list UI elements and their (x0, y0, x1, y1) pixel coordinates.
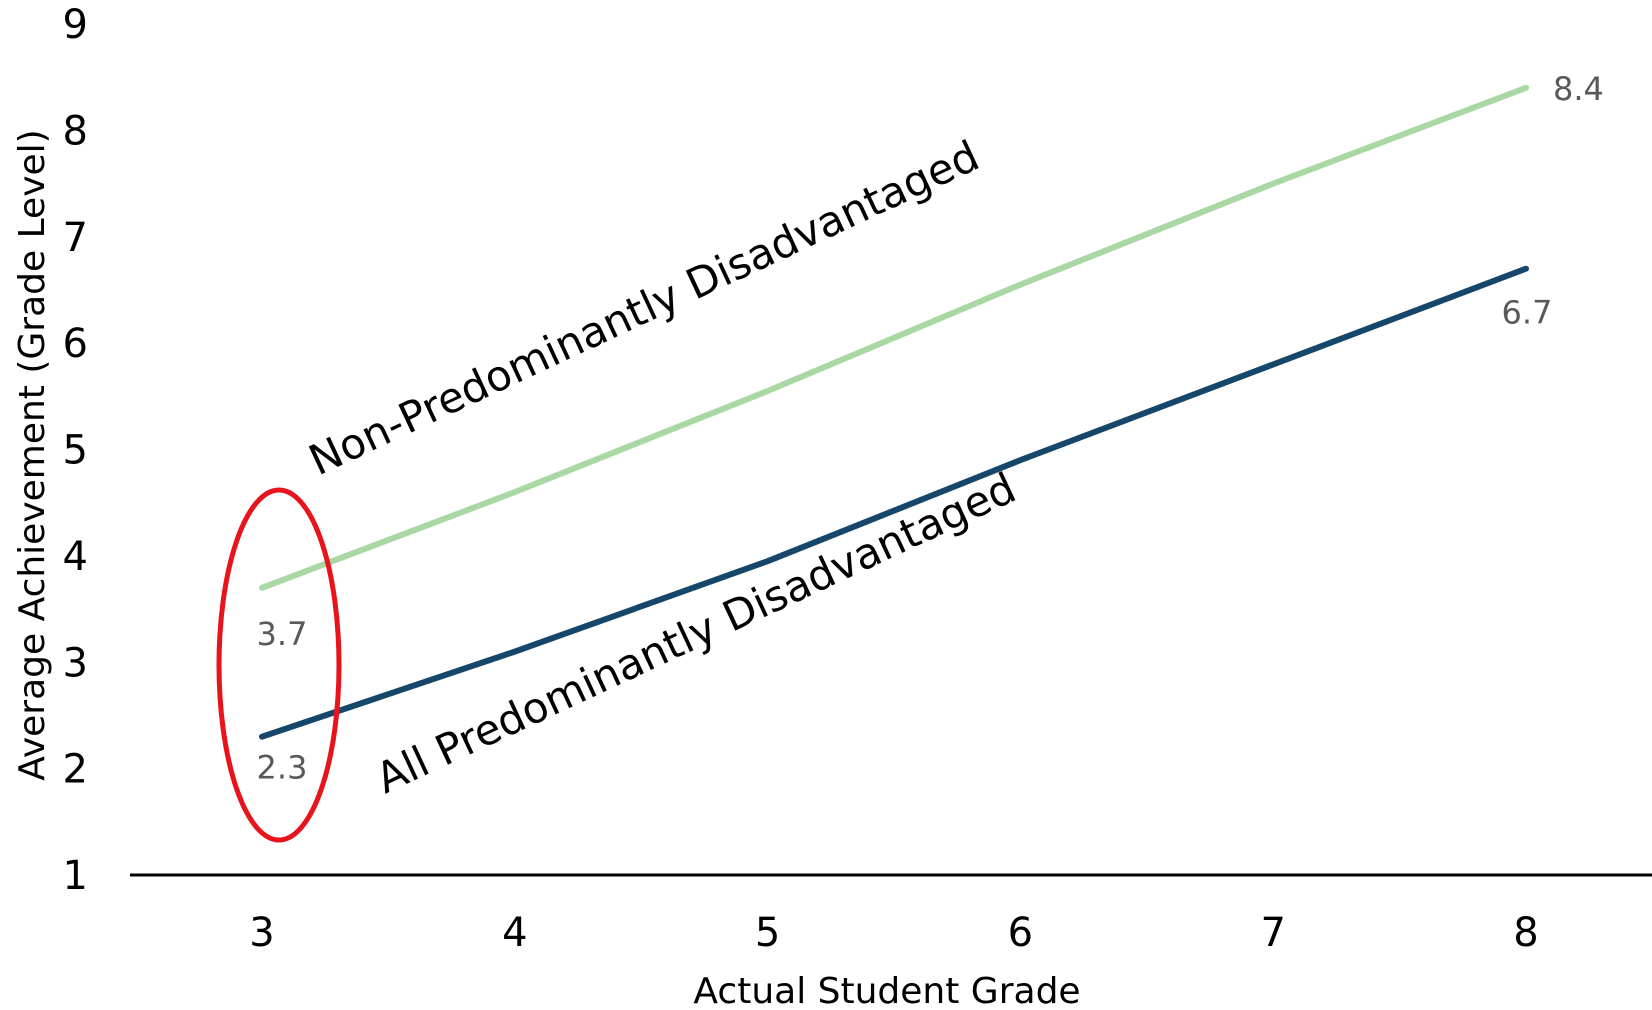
series-lines (259, 84, 1529, 740)
y-tick-label: 4 (63, 534, 88, 580)
y-tick-label: 9 (63, 2, 88, 48)
data-label: 2.3 (257, 749, 308, 787)
series-line-non-predominantly-disadvantaged (259, 84, 1529, 591)
y-axis-title: Average Achievement (Grade Level) (12, 129, 53, 780)
highlight-ellipse (216, 487, 342, 843)
y-tick-label: 1 (63, 853, 88, 899)
data-label: 6.7 (1502, 294, 1553, 332)
data-labels: 3.7 8.4 2.3 6.7 (257, 70, 1604, 787)
x-axis-title: Actual Student Grade (693, 971, 1080, 1010)
series-line-all-predominantly-disadvantaged (259, 265, 1529, 740)
x-tick-labels: 3 4 5 6 7 8 (249, 910, 1538, 956)
y-tick-label: 8 (63, 108, 88, 154)
data-label: 3.7 (257, 615, 308, 653)
y-tick-label: 3 (63, 640, 88, 686)
series-label-non-predominantly-disadvantaged: Non-Predominantly Disadvantaged (302, 131, 987, 485)
y-tick-label: 2 (63, 747, 88, 793)
y-tick-label: 7 (63, 215, 88, 261)
x-tick-label: 8 (1513, 910, 1538, 956)
x-tick-label: 3 (249, 910, 274, 956)
x-tick-label: 5 (755, 910, 780, 956)
series-label-all-predominantly-disadvantaged: All Predominantly Disadvantaged (369, 463, 1024, 803)
y-tick-label: 5 (63, 428, 88, 474)
x-tick-label: 6 (1008, 910, 1033, 956)
x-tick-label: 7 (1260, 910, 1285, 956)
y-tick-label: 6 (63, 321, 88, 367)
data-label: 8.4 (1553, 70, 1604, 108)
x-tick-label: 4 (502, 910, 527, 956)
y-tick-labels: 1 2 3 4 5 6 7 8 9 (63, 2, 88, 899)
